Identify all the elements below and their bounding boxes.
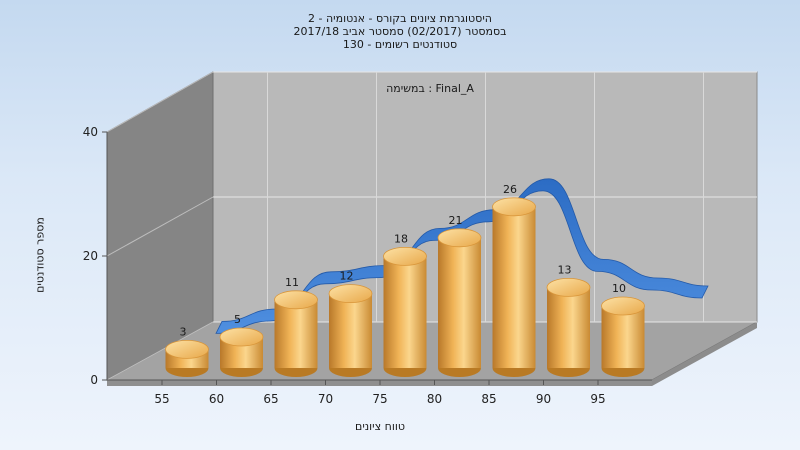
chart-title-line-1: היסטוגרמת ציונים בקורס - אנטומיה - 2 [308, 12, 492, 25]
x-tick-label-4: 75 [372, 392, 387, 406]
bar-65: 11 [274, 276, 318, 377]
data-label: 13 [558, 263, 572, 276]
data-label: 3 [180, 325, 187, 338]
bar-top [437, 228, 482, 248]
y-tick-label-1: 20 [83, 249, 98, 263]
data-label: 10 [612, 282, 626, 295]
bar-body [383, 256, 427, 368]
bar-top [165, 339, 209, 359]
data-label: 18 [394, 232, 408, 245]
bar-60: 5 [219, 313, 264, 377]
gridline-side-1 [106, 196, 214, 257]
x-tick-label-5: 80 [427, 392, 442, 406]
floor-edge [652, 322, 757, 386]
bar-top [274, 290, 318, 310]
x-tick-label-8: 95 [590, 392, 605, 406]
data-label: 26 [503, 183, 517, 196]
x-tick-label-7: 90 [536, 392, 551, 406]
y-tick-label-2: 40 [83, 125, 98, 139]
x-tick-label-6: 85 [481, 392, 496, 406]
bar-top [328, 284, 373, 304]
y-axis-label: מספר סטודנטים [33, 217, 47, 293]
bar-body [547, 287, 590, 368]
data-label: 5 [234, 313, 241, 326]
chart-title-line-3: סטודנטים רשומים - 130 [342, 38, 458, 51]
x-axis-label: טווח ציונים [355, 420, 405, 433]
bar-80: 21 [437, 214, 482, 377]
gridline-side-0 [106, 321, 214, 381]
data-label: 21 [449, 214, 463, 227]
bar-body [601, 306, 645, 368]
bar-top [383, 246, 427, 266]
x-tick-label-1: 60 [209, 392, 224, 406]
x-tick-label-3: 70 [318, 392, 333, 406]
bar-top [546, 277, 591, 297]
bar-55: 3 [165, 325, 209, 377]
bar-85: 26 [492, 183, 536, 377]
bar-top [492, 197, 536, 217]
y-tick-label-0: 0 [90, 373, 98, 387]
bar-95: 10 [601, 282, 645, 377]
bar-70: 12 [328, 270, 373, 377]
bar-top [601, 296, 645, 316]
bar-body [329, 293, 372, 368]
gridline-side-2 [106, 71, 214, 133]
bar-body [274, 299, 318, 368]
chart-title-line-2: בסמסטר (02/2017) סמסטר אביב 2017/18 [293, 25, 507, 38]
data-label: 11 [285, 276, 299, 289]
x-tick-label-0: 55 [154, 392, 169, 406]
bar-top [219, 327, 264, 347]
data-label: 12 [340, 270, 354, 283]
x-tick-label-2: 65 [263, 392, 278, 406]
bar-body [492, 206, 536, 368]
bar-90: 13 [546, 263, 591, 377]
bar-75: 18 [383, 232, 427, 377]
assignment-annotation: במשימה : Final_A [386, 82, 474, 95]
bar-body [438, 237, 481, 368]
